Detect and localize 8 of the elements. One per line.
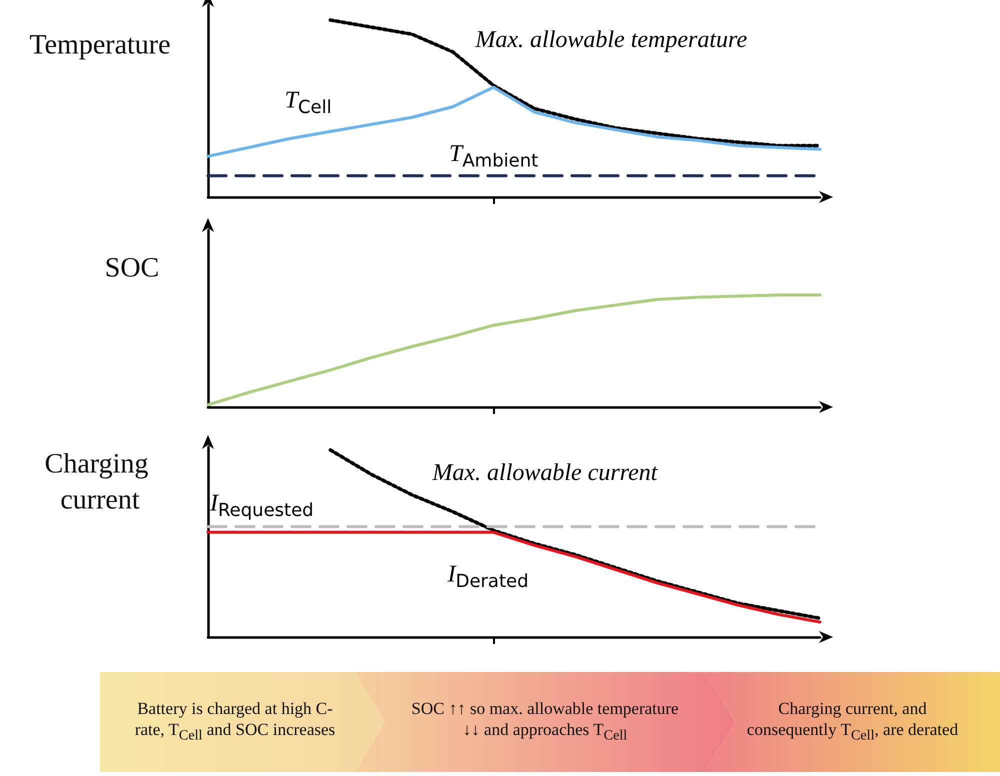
text: Charging current, and consequently T$_{Cell}$, are derated — [746, 698, 960, 746]
y-axis-title: Charging current — [44, 448, 156, 516]
text: SOC ↑↑ so max. allowable temperature ↓↓ and approaches T$_{Cell}$ — [410, 698, 680, 746]
y-axis-title: SOC — [104, 252, 160, 284]
y-axis-title: Temperature — [29, 30, 171, 60]
text: Battery is charged at high C-rate, T$_{Cell}$ and SOC increases — [134, 698, 336, 746]
series-label: Max. allowable current — [431, 460, 659, 486]
series-label: Max. allowable temperature — [474, 27, 748, 54]
